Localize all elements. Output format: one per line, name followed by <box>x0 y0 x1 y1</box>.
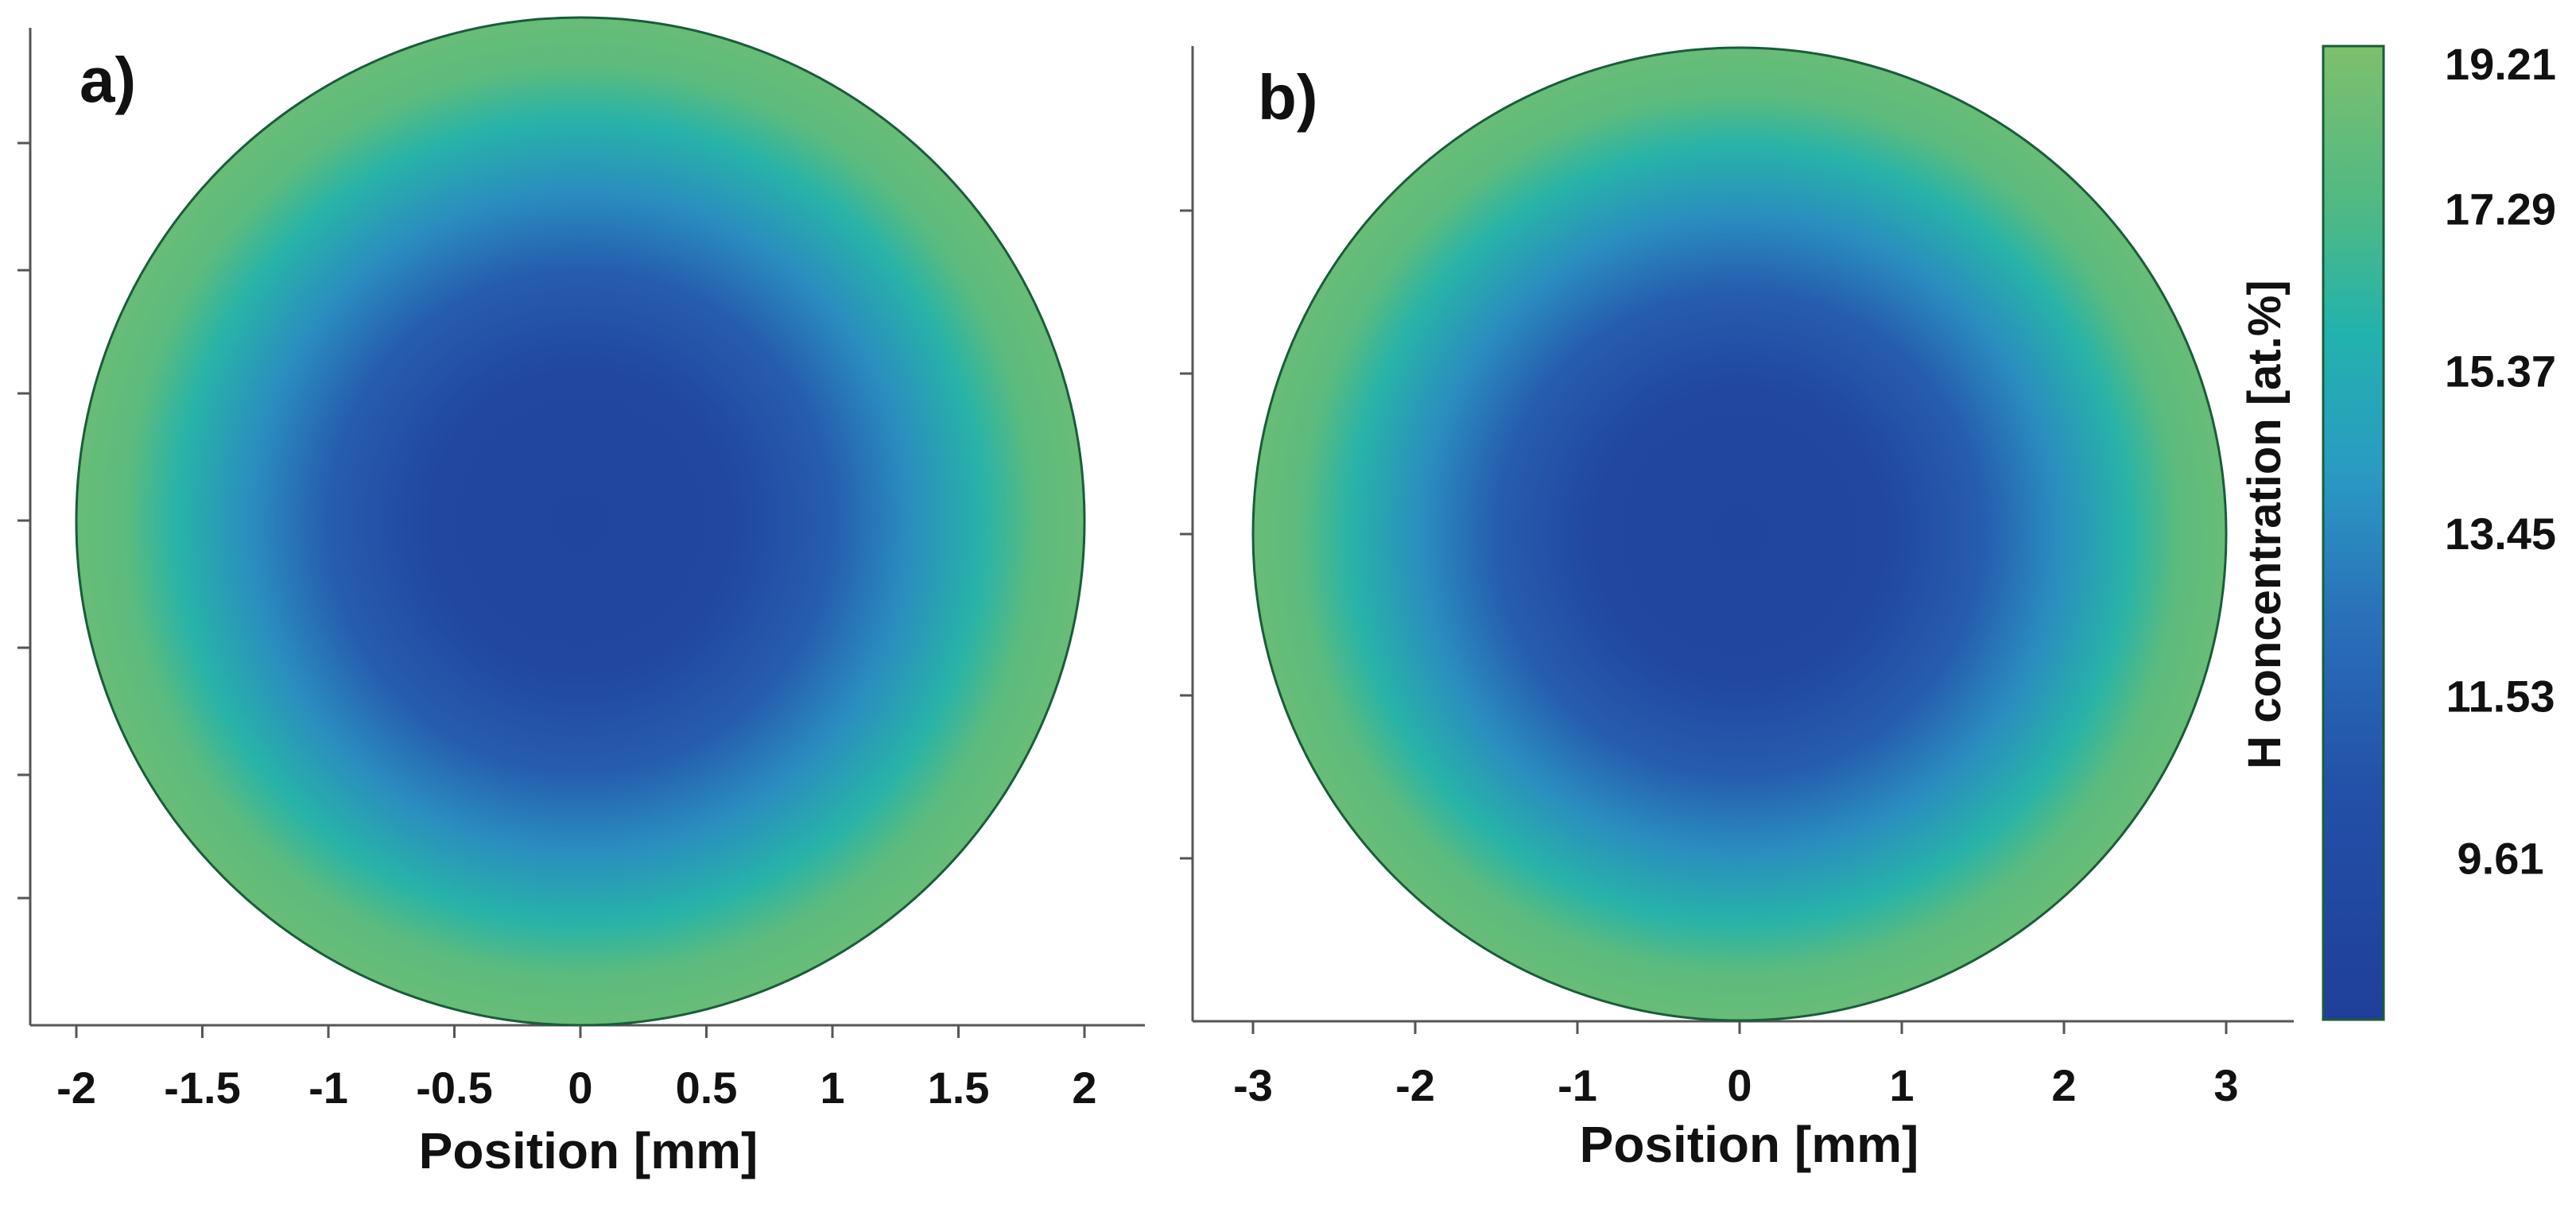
panel-a-x-axis-label: Position [mm] <box>419 1122 758 1179</box>
panel-a: a) -2 -1.5 -1 -0.5 0 0.5 1 1.5 2 Position [mm] <box>17 16 1145 1179</box>
panel-a-concentration-map <box>75 16 1086 1027</box>
panel-b-x-tick-label: -3 <box>1233 1060 1273 1110</box>
panel-b-label: b) <box>1258 62 1318 133</box>
colorbar-label: H concentration [at.%] <box>2239 280 2291 769</box>
panel-a-x-tick-label: -1.5 <box>164 1063 241 1113</box>
panel-a-label: a) <box>80 45 136 115</box>
colorbar-tick-label: 13.45 <box>2445 509 2556 559</box>
panel-b-concentration-map <box>1251 46 2228 1022</box>
panel-b-x-tick-label: 0 <box>1727 1060 1752 1110</box>
panel-a-x-tick-label: -1 <box>308 1063 348 1113</box>
colorbar-tick-label: 9.61 <box>2458 834 2544 884</box>
colorbar-ticks: 9.61 11.53 13.45 15.37 17.29 19.21 <box>2445 39 2556 884</box>
panel-b-x-tick-label: -1 <box>1558 1060 1597 1110</box>
colorbar-tick-label: 17.29 <box>2445 184 2556 234</box>
colorbar-gradient <box>2322 45 2385 1021</box>
panel-b-x-tick-label: -2 <box>1395 1060 1435 1110</box>
panel-b-x-tick-label: 3 <box>2213 1060 2238 1110</box>
colorbar-tick-label: 11.53 <box>2446 671 2555 721</box>
panel-a-x-tick-label: 2 <box>1072 1063 1096 1113</box>
colorbar: 9.61 11.53 13.45 15.37 17.29 19.21 H concentr… <box>2239 39 2556 1021</box>
panel-a-y-ticks <box>17 141 30 900</box>
panel-b-x-ticks: -3 -2 -1 0 1 2 3 <box>1233 1021 2239 1110</box>
panel-b-y-ticks <box>1180 209 1193 860</box>
panel-a-x-tick-label: -0.5 <box>416 1063 493 1113</box>
panel-b-x-tick-label: 2 <box>2051 1060 2076 1110</box>
colorbar-tick-label: 15.37 <box>2445 347 2556 397</box>
panel-a-x-tick-label: -2 <box>56 1063 96 1113</box>
panel-a-x-tick-label: 1 <box>820 1063 844 1113</box>
panel-b-x-axis-label: Position [mm] <box>1580 1116 1919 1173</box>
panel-b-x-tick-label: 1 <box>1889 1060 1914 1110</box>
colorbar-tick-label: 19.21 <box>2445 39 2556 89</box>
panel-a-x-tick-label: 0.5 <box>676 1063 738 1113</box>
panel-a-x-tick-label: 0 <box>568 1063 592 1113</box>
panel-a-x-tick-label: 1.5 <box>928 1063 990 1113</box>
panel-a-x-ticks: -2 -1.5 -1 -0.5 0 0.5 1 1.5 2 <box>56 1025 1097 1113</box>
panel-b: b) -3 -2 -1 0 1 2 3 Position [mm] <box>1180 46 2294 1173</box>
